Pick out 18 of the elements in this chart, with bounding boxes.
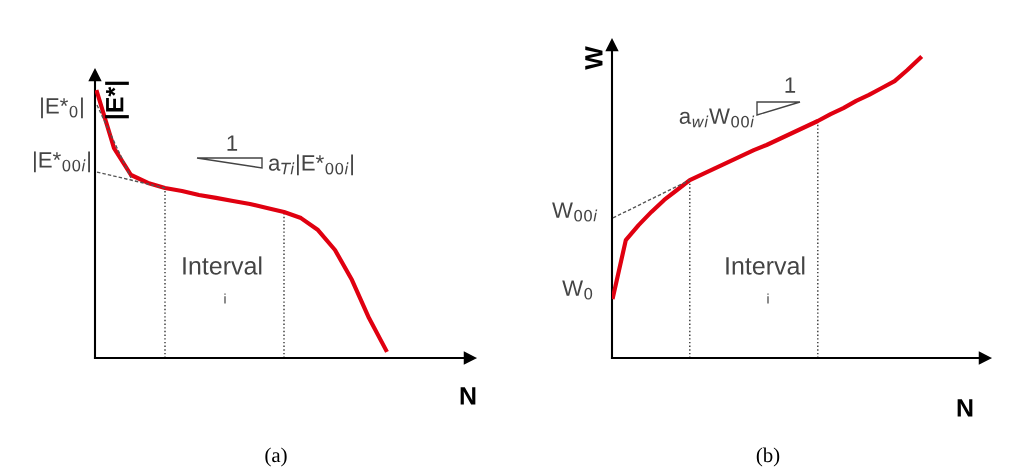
annotation: 1: [785, 77, 796, 93]
annotation: Interval: [183, 256, 262, 275]
text: (a): [265, 447, 287, 467]
y-axis-title: W: [585, 46, 603, 70]
annotation: a$_{Ti}$|E*$_{00i}$|: [268, 154, 353, 176]
y-axis-title: |E*|: [105, 81, 129, 119]
x-axis-title: N: [460, 387, 476, 405]
annotation: a$_{wi}$W$_{00i}$: [679, 108, 755, 128]
annotation: i: [224, 293, 226, 304]
annotation: i: [767, 293, 769, 304]
annotation: 1: [227, 135, 238, 151]
text: W$_{00i}$: [552, 202, 598, 222]
text: W$_{0}$: [562, 280, 593, 300]
annotation: |E*$_{00i}$|: [33, 151, 90, 173]
x-axis-title: N: [957, 399, 973, 417]
text: |E*$_{0}$|: [41, 97, 83, 119]
text: (b): [756, 447, 780, 467]
annotation: Interval: [726, 256, 805, 275]
